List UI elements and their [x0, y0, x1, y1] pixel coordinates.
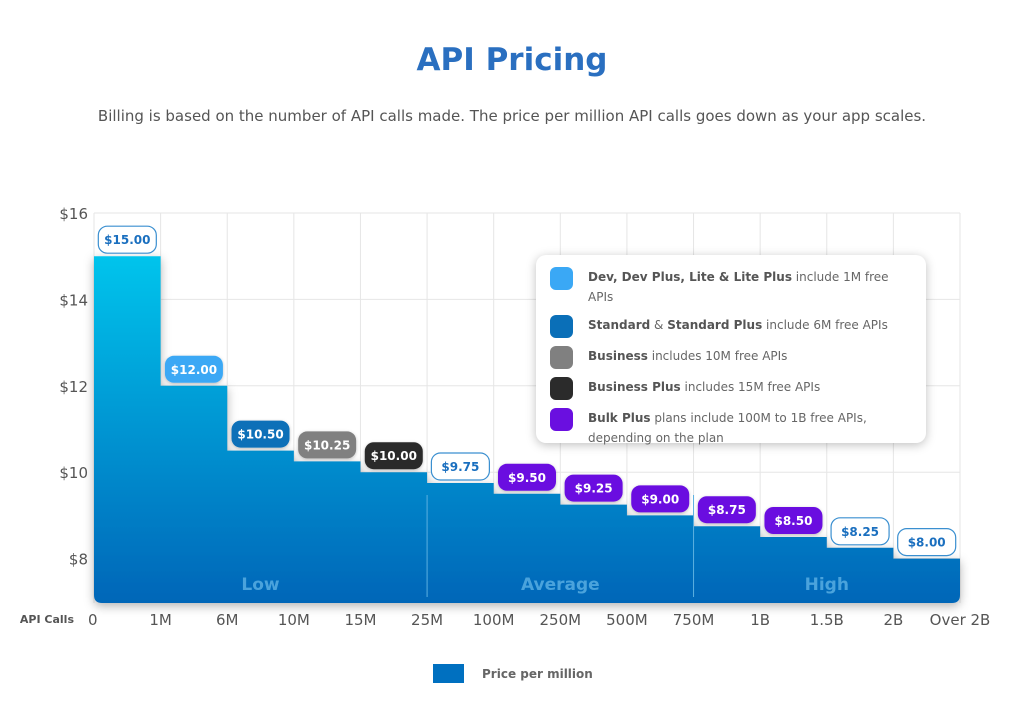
price-label: $10.50	[237, 428, 283, 442]
y-tick-label: $12	[59, 378, 88, 396]
price-label: $15.00	[104, 233, 150, 247]
page-subtitle: Billing is based on the number of API ca…	[97, 107, 927, 125]
price-label-pill	[231, 420, 290, 448]
price-label: $8.25	[841, 525, 879, 539]
price-step-area	[94, 256, 960, 603]
x-tick-label: 15M	[344, 611, 376, 629]
price-label: $9.50	[508, 471, 546, 485]
price-label-pill	[430, 452, 490, 481]
x-tick-label: 250M	[540, 611, 582, 629]
band-label: Average	[521, 575, 600, 595]
plan-legend-text: Dev, Dev Plus, Lite & Lite Plus include …	[588, 267, 912, 307]
x-tick-label: 1B	[750, 611, 770, 629]
plan-color-swatch	[550, 315, 573, 338]
plan-legend-rest: plans include 100M to 1B free APIs, depe…	[588, 411, 867, 445]
price-label: $10.00	[371, 449, 417, 463]
price-label-pill	[764, 507, 823, 534]
plan-color-swatch	[550, 377, 573, 400]
price-label-pill	[164, 355, 223, 383]
plan-color-swatch	[550, 346, 573, 369]
plan-legend-bold2: Standard Plus	[667, 318, 763, 332]
page-title: API Pricing	[416, 42, 608, 78]
price-label: $12.00	[171, 363, 217, 377]
price-label: $10.25	[304, 438, 350, 452]
price-label: $9.75	[441, 460, 479, 474]
series-legend: Price per million	[433, 664, 593, 683]
x-tick-label: 1M	[149, 611, 172, 629]
price-label: $8.75	[708, 503, 746, 517]
y-tick-label: $10	[59, 464, 88, 482]
x-tick-label: 6M	[216, 611, 239, 629]
x-tick-label: 2B	[883, 611, 903, 629]
y-tick-label: $8	[69, 551, 88, 569]
plan-legend-item: Standard & Standard Plus include 6M free…	[550, 315, 912, 338]
plan-legend-rest: include 6M free APIs	[762, 318, 888, 332]
plan-legend-rest: includes 15M free APIs	[680, 380, 821, 394]
y-tick-label: $14	[59, 291, 88, 309]
x-tick-label: 500M	[606, 611, 648, 629]
plan-legend-bold: Dev, Dev Plus, Lite & Lite Plus	[588, 270, 792, 284]
plan-legend-bold: Bulk Plus	[588, 411, 651, 425]
plan-legend-item: Business Plus includes 15M free APIs	[550, 377, 912, 400]
plan-legend-text: Business Plus includes 15M free APIs	[588, 377, 820, 397]
price-label: $9.25	[575, 482, 613, 496]
x-tick-label: 750M	[673, 611, 715, 629]
price-label-pill	[564, 474, 623, 502]
price-label-pill	[631, 485, 690, 513]
plan-legend-item: Business includes 10M free APIs	[550, 346, 912, 369]
x-tick-label: 10M	[278, 611, 310, 629]
plan-legend: Dev, Dev Plus, Lite & Lite Plus include …	[536, 255, 926, 445]
plan-color-swatch	[550, 267, 573, 290]
plan-legend-item: Dev, Dev Plus, Lite & Lite Plus include …	[550, 267, 912, 307]
series-legend-swatch	[433, 664, 464, 683]
plan-legend-rest: include 1M free APIs	[588, 270, 889, 304]
price-label: $9.00	[641, 492, 679, 506]
price-label-pill	[697, 496, 756, 524]
plan-legend-rest: includes 10M free APIs	[647, 349, 788, 363]
plan-legend-bold: Standard	[588, 318, 651, 332]
plan-color-swatch	[550, 408, 573, 431]
price-label-pill	[364, 442, 423, 470]
plan-legend-text: Bulk Plus plans include 100M to 1B free …	[588, 408, 912, 448]
price-label-pill	[830, 517, 890, 546]
x-tick-label: 0	[88, 611, 98, 629]
plan-legend-mid: &	[650, 318, 668, 332]
band-label: Low	[241, 575, 280, 595]
x-tick-label: Over 2B	[930, 611, 991, 629]
plan-legend-bold: Business	[588, 349, 648, 363]
plan-legend-item: Bulk Plus plans include 100M to 1B free …	[550, 408, 912, 448]
price-label: $8.00	[908, 536, 946, 550]
x-axis-label: API Calls	[20, 613, 75, 626]
x-tick-label: 1.5B	[810, 611, 844, 629]
plan-legend-text: Standard & Standard Plus include 6M free…	[588, 315, 888, 335]
price-label-pill	[97, 225, 157, 254]
plan-legend-bold: Business Plus	[588, 380, 681, 394]
series-legend-label: Price per million	[482, 666, 593, 681]
price-label-pill	[498, 463, 556, 491]
band-label: High	[805, 575, 849, 595]
price-label-pill	[298, 431, 357, 459]
x-tick-label: 100M	[473, 611, 515, 629]
price-label-pill	[897, 527, 957, 557]
x-tick-label: 25M	[411, 611, 443, 629]
y-tick-label: $16	[59, 205, 88, 223]
price-label: $8.50	[774, 514, 812, 528]
plan-legend-text: Business includes 10M free APIs	[588, 346, 787, 366]
